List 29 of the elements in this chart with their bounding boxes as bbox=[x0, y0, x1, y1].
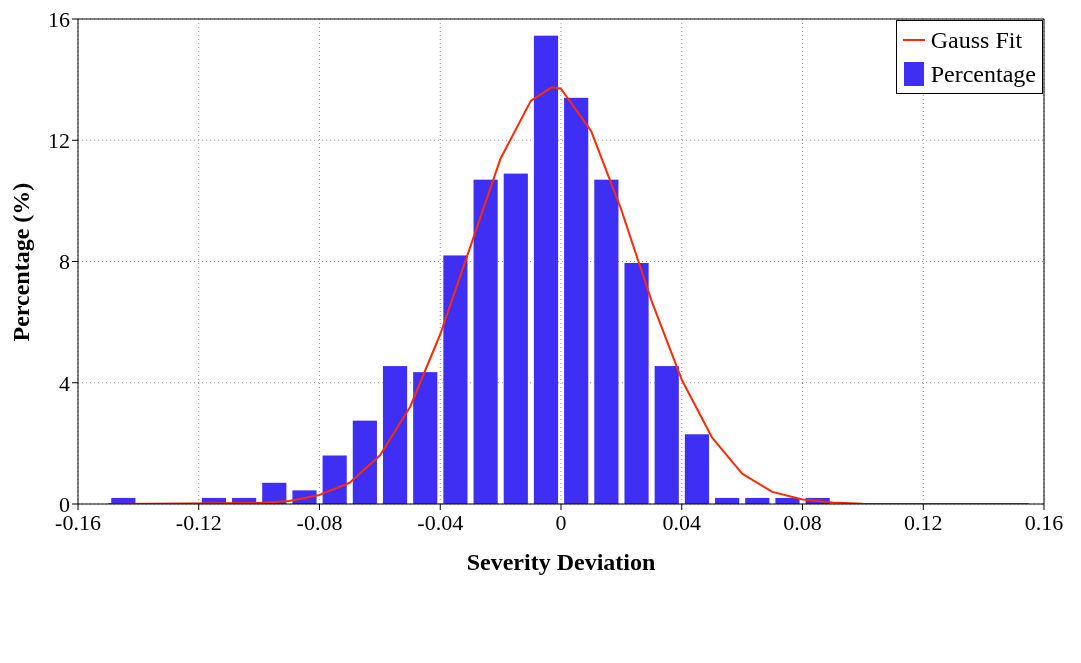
bar bbox=[533, 35, 559, 504]
x-tick-label: 0.16 bbox=[1024, 509, 1064, 535]
x-tick-label: -0.12 bbox=[175, 509, 222, 535]
bar bbox=[564, 97, 589, 504]
x-axis-title: Severity Deviation bbox=[466, 549, 656, 575]
bar bbox=[594, 179, 619, 504]
bar bbox=[322, 455, 347, 504]
bar bbox=[684, 434, 710, 504]
legend-label: Gauss Fit bbox=[930, 26, 1023, 55]
y-tick-label: 4 bbox=[59, 370, 70, 396]
y-tick-label: 12 bbox=[48, 128, 70, 154]
bar bbox=[624, 263, 649, 504]
bar bbox=[503, 173, 528, 504]
legend-label: Percentage bbox=[930, 60, 1036, 89]
x-tick-label: -0.04 bbox=[417, 509, 464, 535]
y-tick-label: 16 bbox=[48, 6, 70, 32]
x-tick-label: 0 bbox=[555, 509, 567, 535]
x-tick-label: -0.08 bbox=[296, 509, 343, 535]
bar bbox=[352, 420, 377, 504]
bar bbox=[654, 366, 679, 504]
y-tick-label: 8 bbox=[59, 249, 70, 275]
y-axis-title: Percentage (%) bbox=[7, 182, 34, 342]
bar bbox=[413, 372, 438, 504]
bar bbox=[443, 255, 468, 504]
x-tick-label: 0.08 bbox=[783, 509, 822, 535]
x-tick-label: 0.04 bbox=[662, 509, 701, 535]
bar bbox=[382, 366, 408, 504]
bar bbox=[473, 179, 498, 504]
x-tick-label: 0.12 bbox=[904, 509, 943, 535]
